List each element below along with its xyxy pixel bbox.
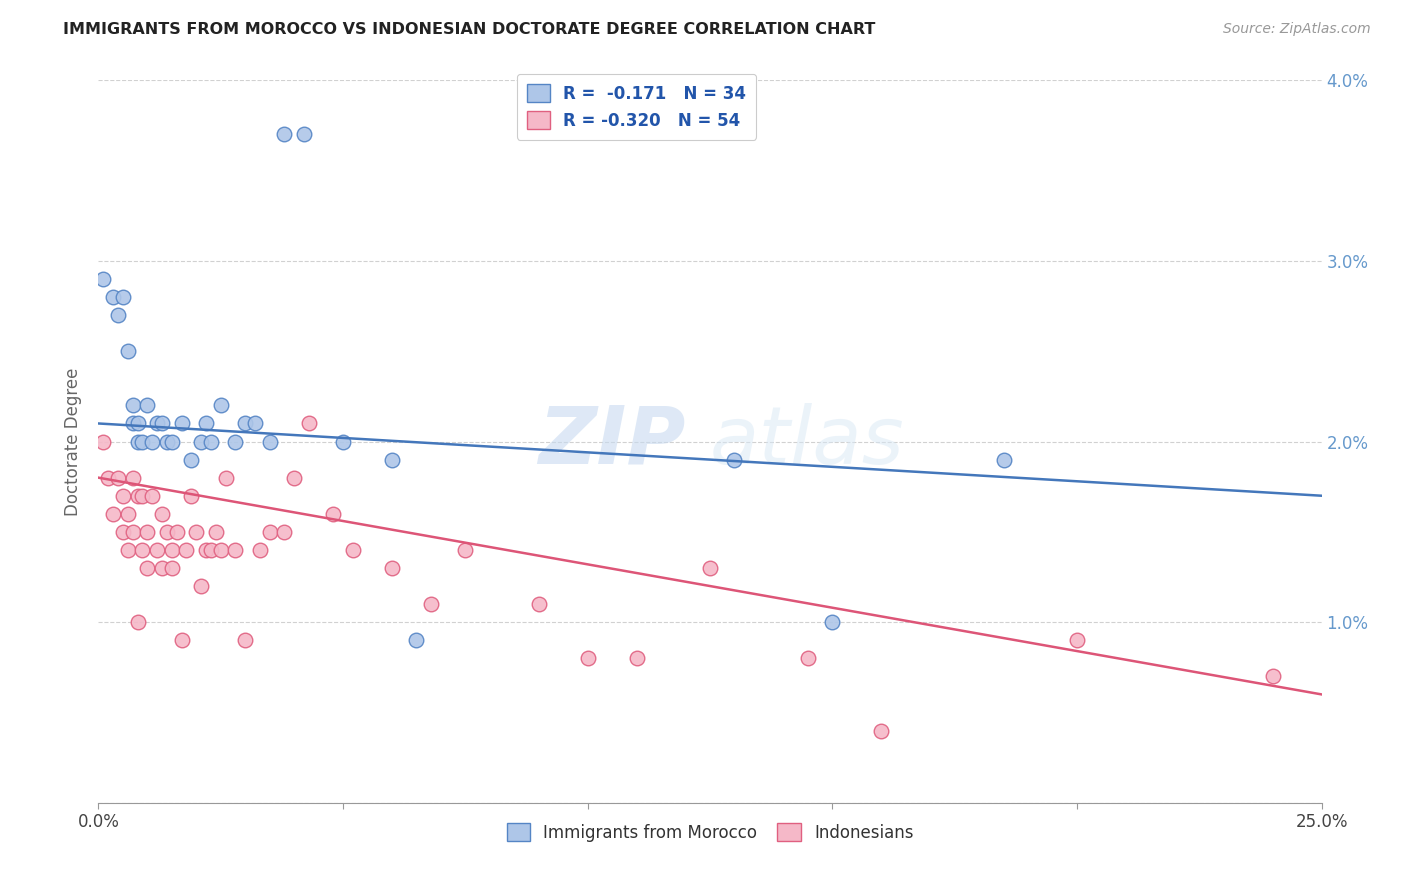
Point [224,542,246,557]
Point [107,308,129,322]
Point [381,452,404,467]
Point [454,542,477,557]
Legend: Immigrants from Morocco, Indonesians: Immigrants from Morocco, Indonesians [501,817,920,848]
Point [131,434,153,449]
Point [117,507,139,521]
Point [205,524,228,539]
Point [170,417,193,431]
Point [146,542,169,557]
Point [156,434,179,449]
Point [214,471,236,485]
Point [117,344,139,359]
Point [121,417,143,431]
Point [224,434,246,449]
Point [180,452,202,467]
Point [342,542,364,557]
Point [259,434,281,449]
Point [91,272,114,286]
Point [141,434,163,449]
Point [156,524,179,539]
Point [91,434,114,449]
Point [233,633,256,648]
Point [176,542,198,557]
Point [121,398,143,412]
Point [259,524,281,539]
Point [160,561,183,575]
Point [160,434,183,449]
Point [136,561,159,575]
Point [322,507,344,521]
Point [186,524,208,539]
Point [180,489,202,503]
Point [127,434,149,449]
Point [723,452,745,467]
Point [150,417,173,431]
Point [170,633,193,648]
Point [101,507,124,521]
Point [160,542,183,557]
Point [1261,669,1284,683]
Text: ZIP: ZIP [538,402,686,481]
Point [209,542,232,557]
Point [273,128,295,142]
Point [699,561,721,575]
Point [200,434,222,449]
Point [1066,633,1088,648]
Point [821,615,844,630]
Point [131,489,153,503]
Point [136,398,159,412]
Point [870,723,893,738]
Y-axis label: Doctorate Degree: Doctorate Degree [65,368,83,516]
Point [190,579,212,593]
Point [121,471,143,485]
Point [233,417,256,431]
Text: Source: ZipAtlas.com: Source: ZipAtlas.com [1223,22,1371,37]
Point [146,417,169,431]
Text: atlas: atlas [710,402,905,481]
Point [127,417,149,431]
Point [626,651,648,665]
Point [420,597,443,611]
Point [209,398,232,412]
Point [195,542,218,557]
Point [121,524,143,539]
Point [249,542,271,557]
Point [101,290,124,304]
Text: IMMIGRANTS FROM MOROCCO VS INDONESIAN DOCTORATE DEGREE CORRELATION CHART: IMMIGRANTS FROM MOROCCO VS INDONESIAN DO… [63,22,876,37]
Point [576,651,599,665]
Point [150,561,173,575]
Point [136,524,159,539]
Point [298,417,321,431]
Point [332,434,354,449]
Point [150,507,173,521]
Point [405,633,427,648]
Point [111,290,134,304]
Point [97,471,120,485]
Point [127,489,149,503]
Point [111,489,134,503]
Point [200,542,222,557]
Point [292,128,315,142]
Point [141,489,163,503]
Point [117,542,139,557]
Point [190,434,212,449]
Point [283,471,305,485]
Point [195,417,218,431]
Point [797,651,820,665]
Point [166,524,188,539]
Point [273,524,295,539]
Point [381,561,404,575]
Point [243,417,266,431]
Point [107,471,129,485]
Point [127,615,149,630]
Point [993,452,1015,467]
Point [527,597,550,611]
Point [131,542,153,557]
Point [111,524,134,539]
